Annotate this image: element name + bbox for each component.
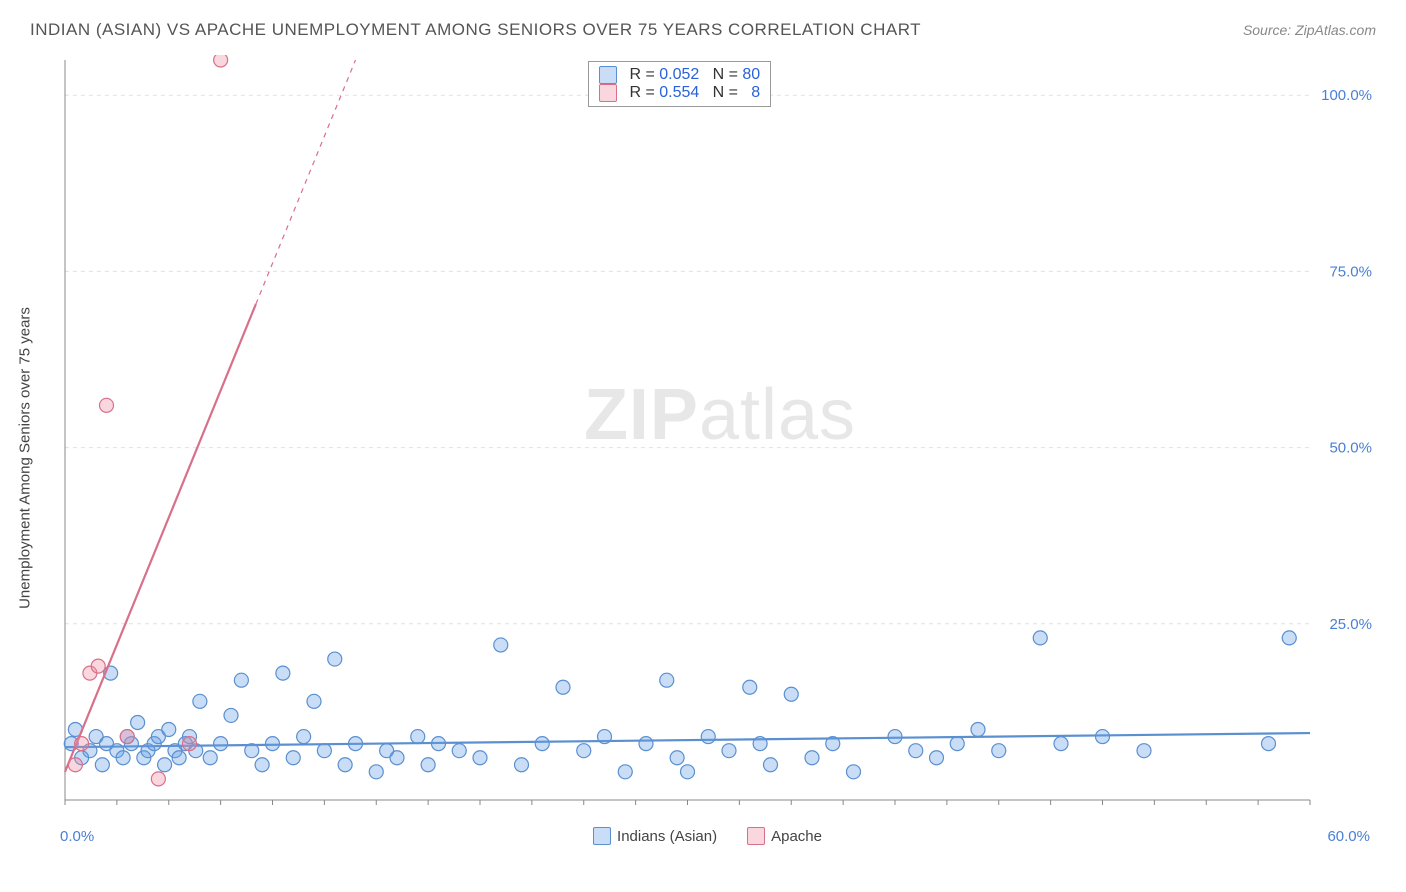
- legend-item: Apache: [747, 827, 822, 845]
- corr-text: R = 0.052 N = 80: [625, 66, 760, 84]
- y-axis-label: Unemployment Among Seniors over 75 years: [17, 307, 34, 609]
- svg-text:50.0%: 50.0%: [1329, 440, 1372, 457]
- legend-item: Indians (Asian): [593, 827, 717, 845]
- swatch-icon: [593, 827, 611, 845]
- swatch-icon: [599, 84, 617, 102]
- svg-text:25.0%: 25.0%: [1329, 616, 1372, 633]
- svg-text:75.0%: 75.0%: [1329, 263, 1372, 280]
- scatter-svg: 25.0% 50.0% 75.0% 100.0%: [60, 55, 1380, 805]
- chart-wrap: Unemployment Among Seniors over 75 years…: [35, 55, 1380, 860]
- source-label: Source: ZipAtlas.com: [1243, 22, 1376, 38]
- xtick-min: 0.0%: [60, 828, 94, 845]
- plot-area: 25.0%50.0%75.0%100.0% ZIPatlas R = 0.052…: [60, 55, 1380, 805]
- corr-text: R = 0.554 N = 8: [625, 84, 760, 102]
- corr-row: R = 0.052 N = 80: [599, 66, 760, 84]
- svg-text:100.0%: 100.0%: [1321, 87, 1372, 104]
- chart-title: INDIAN (ASIAN) VS APACHE UNEMPLOYMENT AM…: [30, 20, 921, 40]
- swatch-icon: [747, 827, 765, 845]
- legend-label: Indians (Asian): [617, 828, 717, 845]
- swatch-icon: [599, 66, 617, 84]
- corr-row: R = 0.554 N = 8: [599, 84, 760, 102]
- header-row: INDIAN (ASIAN) VS APACHE UNEMPLOYMENT AM…: [0, 0, 1406, 50]
- series-legend: Indians (Asian) Apache: [35, 827, 1380, 845]
- xtick-max: 60.0%: [1327, 828, 1370, 845]
- legend-label: Apache: [771, 828, 822, 845]
- correlation-legend-box: R = 0.052 N = 80 R = 0.554 N = 8: [588, 61, 771, 107]
